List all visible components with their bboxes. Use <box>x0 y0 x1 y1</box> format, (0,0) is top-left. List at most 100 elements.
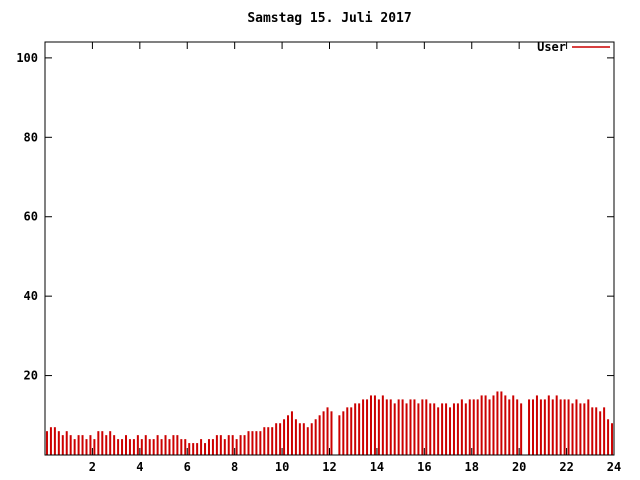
bar <box>223 439 226 455</box>
bar <box>508 399 511 455</box>
bar <box>188 443 191 455</box>
bar <box>555 395 558 455</box>
bar <box>136 435 139 455</box>
bar <box>298 423 301 455</box>
bar <box>547 395 550 455</box>
bar <box>93 439 96 455</box>
bar <box>117 439 120 455</box>
bar <box>200 439 203 455</box>
bar <box>235 439 238 455</box>
bar <box>468 399 471 455</box>
bar <box>520 403 523 456</box>
bar <box>196 443 199 455</box>
bar <box>342 411 345 455</box>
bar <box>377 399 380 455</box>
bar <box>125 435 127 455</box>
bar <box>579 403 582 456</box>
bar <box>488 399 491 455</box>
bar <box>176 435 179 455</box>
bar <box>255 431 258 455</box>
bar <box>85 439 88 455</box>
bar <box>283 419 286 455</box>
bar <box>362 399 365 455</box>
bar <box>77 435 80 455</box>
bar <box>354 403 357 456</box>
bar <box>449 407 452 455</box>
x-tick-label: 4 <box>136 460 143 474</box>
x-tick-label: 2 <box>89 460 96 474</box>
y-tick-label: 100 <box>16 51 38 65</box>
bar <box>227 435 230 455</box>
bar <box>429 403 432 456</box>
bar <box>192 443 195 455</box>
bar <box>73 439 76 455</box>
y-tick-label: 20 <box>24 369 38 383</box>
bar <box>551 399 554 455</box>
bar <box>211 439 214 455</box>
bar <box>132 439 135 455</box>
bar <box>164 435 167 455</box>
bar <box>445 403 448 456</box>
bar <box>346 407 349 455</box>
bar <box>152 439 155 455</box>
bar <box>389 399 392 455</box>
bar <box>464 403 467 456</box>
bar <box>49 427 52 455</box>
bar <box>421 399 424 455</box>
bar <box>559 399 562 455</box>
bar <box>484 395 487 455</box>
bar <box>89 435 92 455</box>
bar <box>53 427 56 455</box>
bar <box>571 403 574 456</box>
bar <box>172 435 175 455</box>
bar <box>105 435 108 455</box>
bar <box>239 435 242 455</box>
bar <box>532 399 534 455</box>
bar <box>101 431 104 455</box>
bar <box>140 439 143 455</box>
bar <box>156 435 159 455</box>
bar <box>290 411 293 455</box>
bar <box>144 435 147 455</box>
x-tick-label: 10 <box>275 460 289 474</box>
bar <box>97 431 100 455</box>
chart-title: Samstag 15. Juli 2017 <box>247 11 412 26</box>
bar <box>607 419 610 455</box>
bar <box>330 411 333 455</box>
bar <box>456 403 459 456</box>
bar <box>358 403 361 456</box>
bar <box>500 391 503 455</box>
bar <box>528 399 531 455</box>
bar <box>437 407 440 455</box>
bar <box>563 399 566 455</box>
bar <box>460 399 463 455</box>
bar <box>180 439 183 455</box>
bar <box>433 403 436 456</box>
bar <box>567 399 570 455</box>
bar <box>271 427 274 455</box>
bar <box>441 403 444 456</box>
bar <box>338 415 341 455</box>
x-tick-label: 14 <box>370 460 384 474</box>
bar <box>184 439 187 455</box>
bar <box>251 431 254 455</box>
x-tick-label: 16 <box>417 460 431 474</box>
x-tick-label: 22 <box>559 460 573 474</box>
bar <box>369 395 372 455</box>
bar <box>492 395 495 455</box>
plot-border <box>44 41 615 456</box>
bar <box>148 439 151 455</box>
bar <box>535 395 538 455</box>
bar <box>294 419 297 455</box>
y-tick-label: 60 <box>24 210 38 224</box>
bar <box>279 423 282 455</box>
bar <box>401 399 404 455</box>
bar <box>69 435 72 455</box>
bar <box>219 435 222 455</box>
bar-series-user <box>45 391 614 456</box>
bar <box>397 399 400 455</box>
bar <box>128 439 131 455</box>
bar <box>587 399 590 455</box>
bar <box>385 399 388 455</box>
